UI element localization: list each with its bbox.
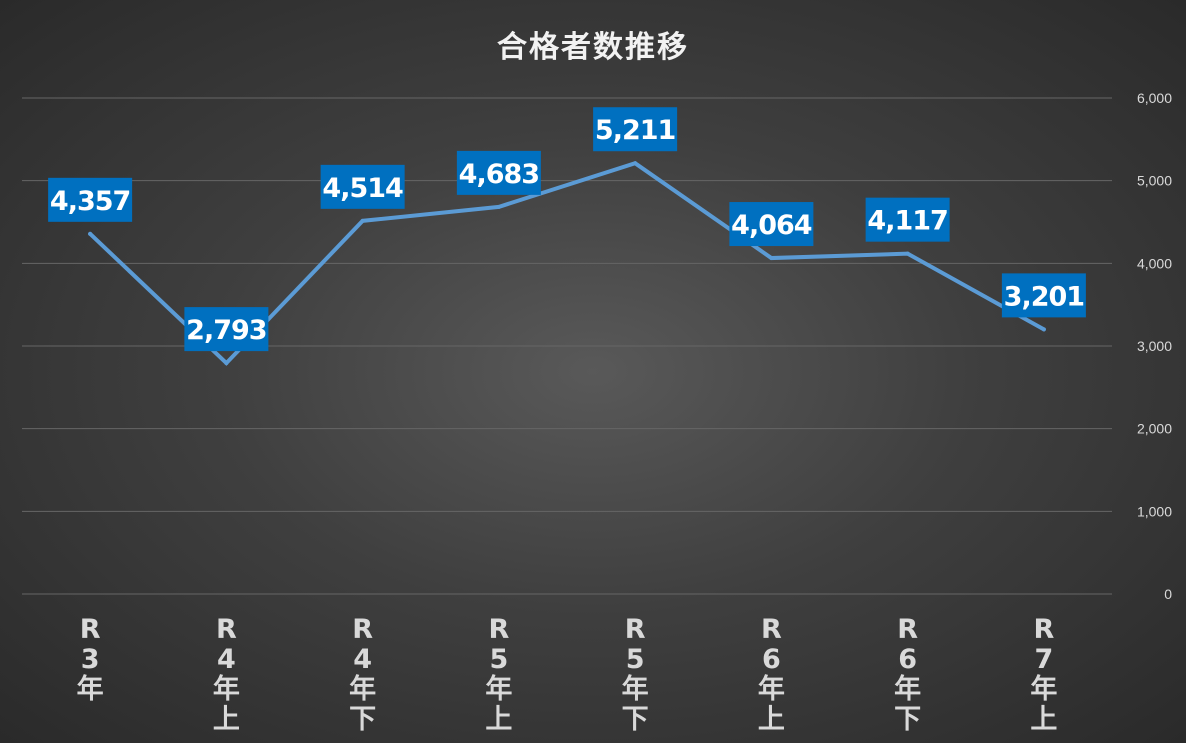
data-point — [360, 218, 365, 223]
y-tick-label: 2,000 — [1137, 421, 1172, 437]
y-tick-label: 5,000 — [1137, 173, 1172, 189]
y-tick-label: 0 — [1164, 586, 1172, 602]
data-point — [1041, 327, 1046, 332]
data-label-box — [593, 107, 678, 152]
data-label-box — [1001, 273, 1086, 318]
data-label: 4,117 — [867, 206, 947, 237]
data-point — [88, 231, 93, 236]
data-label-box — [184, 307, 269, 352]
y-tick-label: 1,000 — [1137, 503, 1172, 519]
x-axis-ticks: R 3 年 R 4 年上 R 4 年下 R 5 年上 R 5 年下 R 6 年上 R 6 年下 R 7 年上 — [77, 614, 1058, 735]
data-point — [224, 361, 229, 366]
data-point — [633, 161, 638, 166]
data-label: 4,514 — [322, 173, 403, 204]
data-label: 4,064 — [731, 210, 812, 241]
data-label-box — [865, 197, 950, 242]
data-label: 4,683 — [459, 159, 539, 190]
data-point — [769, 256, 774, 261]
x-tick-label: R 4 年上 — [213, 614, 240, 735]
data-label-box — [320, 164, 405, 209]
data-label: 3,201 — [1004, 281, 1084, 312]
x-tick-label: R 6 年上 — [758, 614, 785, 735]
y-axis-ticks: 0 1,000 2,000 3,000 4,000 5,000 6,000 — [1137, 90, 1172, 602]
chart-title: 合格者数推移 — [497, 30, 689, 65]
data-label-box — [48, 177, 133, 222]
y-tick-label: 3,000 — [1137, 338, 1172, 354]
data-label-box — [729, 202, 814, 247]
data-point — [905, 251, 910, 256]
x-tick-label: R 6 年下 — [894, 614, 921, 735]
x-tick-label: R 5 年下 — [622, 614, 649, 735]
y-tick-label: 6,000 — [1137, 90, 1172, 106]
data-labels: 4,357 2,793 4,514 4,683 5,211 4,064 4,117 3,201 — [48, 107, 1086, 352]
data-label: 5,211 — [595, 115, 675, 146]
data-label-box — [456, 150, 541, 195]
x-tick-label: R 5 年上 — [485, 614, 512, 735]
data-label: 2,793 — [186, 315, 266, 346]
x-tick-label: R 7 年上 — [1030, 614, 1057, 735]
data-label: 4,357 — [50, 186, 130, 217]
x-tick-label: R 4 年下 — [349, 614, 376, 735]
data-point — [496, 204, 501, 209]
y-tick-label: 4,000 — [1137, 255, 1172, 271]
